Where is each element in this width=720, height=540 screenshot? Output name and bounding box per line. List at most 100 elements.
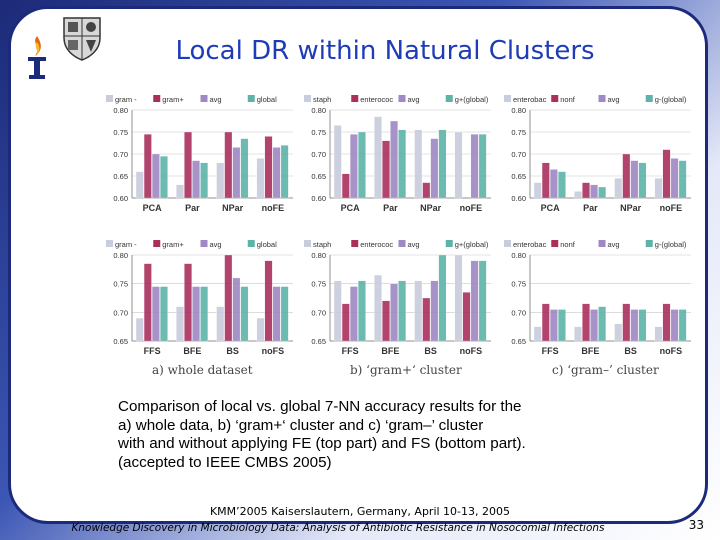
legend-label: enterobac (513, 240, 547, 249)
x-tick-label: noFE (460, 203, 483, 213)
slide-number: 33 (688, 518, 704, 532)
bar (558, 309, 566, 342)
legend-swatch (598, 240, 606, 247)
bar (438, 129, 447, 199)
bar (478, 134, 487, 199)
bar (462, 292, 471, 342)
chart-panel-c-top: enterobac nonf avg g-(global) 0.60 0.65 0.70 0.… (504, 95, 691, 213)
bar (374, 274, 382, 342)
x-tick-label: FFS (342, 346, 359, 356)
bar (264, 136, 273, 199)
legend-label: enterococ (360, 95, 393, 104)
legend-label: avg (408, 240, 420, 249)
coat-of-arms-icon (63, 17, 101, 61)
legend-swatch (200, 95, 208, 102)
y-tick-label: 0.70 (511, 150, 526, 159)
legend-swatch (200, 240, 208, 247)
legend-label: g-(global) (655, 95, 687, 104)
footer-conference: KMM’2005 Kaiserslautern, Germany, April … (209, 505, 511, 518)
description-line: a) whole data, b) ‘gram+‘ cluster and c)… (118, 416, 484, 434)
chart-legend: gram - gram+ avg global (106, 240, 277, 249)
bar-charts-grid: gram - gram+ avg global 0.60 0.65 0.70 0.75 0.80… (106, 95, 691, 356)
legend-label: nonf (560, 95, 576, 104)
bar (574, 191, 582, 199)
bar (398, 129, 407, 199)
y-tick-label: 0.80 (113, 106, 128, 115)
bar (256, 158, 265, 199)
legend-label: g+(global) (455, 240, 489, 249)
bar (622, 153, 631, 199)
bar (184, 131, 192, 199)
x-tick-label: Par (383, 203, 398, 213)
legend-label: staph (313, 95, 331, 104)
bar (216, 162, 225, 199)
bar (549, 169, 558, 199)
legend-swatch (153, 95, 161, 102)
bar (470, 260, 479, 342)
y-tick-label: 0.80 (511, 251, 526, 260)
bar (549, 309, 558, 342)
bar (638, 162, 647, 199)
x-tick-label: NPar (620, 203, 642, 213)
bar (135, 171, 144, 199)
y-tick-label: 0.65 (311, 172, 326, 181)
bar (630, 309, 639, 342)
caption-a: a) whole dataset (152, 363, 253, 377)
y-tick-label: 0.65 (113, 337, 128, 346)
bar (430, 138, 439, 199)
legend-label: global (257, 95, 277, 104)
footer-subtitle: Knowledge Discovery in Microbiology Data… (71, 522, 605, 534)
y-tick-label: 0.75 (511, 128, 526, 137)
bar (390, 120, 398, 199)
bar (232, 277, 241, 342)
y-tick-label: 0.65 (511, 337, 526, 346)
y-tick-label: 0.65 (113, 172, 128, 181)
bar (358, 280, 366, 342)
bar (662, 303, 671, 342)
bar (224, 131, 233, 199)
caption-c: c) ‘gram–’ cluster (552, 363, 659, 377)
bar (414, 129, 423, 199)
legend-swatch (504, 240, 511, 247)
bar (382, 140, 390, 199)
bar (630, 160, 639, 199)
y-tick-label: 0.70 (311, 308, 326, 317)
chart-legend: staph enterococ avg g+(global) (304, 240, 489, 249)
bar (160, 286, 168, 342)
x-tick-label: PCA (341, 203, 361, 213)
slide-description: Comparison of local vs. global 7-NN accu… (118, 398, 638, 472)
y-tick-label: 0.75 (311, 128, 326, 137)
y-tick-label: 0.60 (311, 194, 326, 203)
legend-swatch (153, 240, 161, 247)
bar (541, 162, 550, 199)
y-tick-label: 0.75 (311, 280, 326, 289)
bar (598, 306, 607, 342)
chart-panel-a-bottom: gram - gram+ avg global 0.65 0.70 0.75 0.80 FFS B… (106, 240, 293, 356)
legend-swatch (398, 240, 406, 247)
bar (341, 173, 350, 199)
x-tick-label: BFE (581, 346, 599, 356)
bar (533, 326, 542, 342)
y-tick-label: 0.75 (113, 280, 128, 289)
legend-label: avg (608, 95, 620, 104)
bar (614, 178, 623, 199)
bar (590, 184, 598, 199)
bar (192, 286, 200, 342)
description-line: (accepted to IEEE CMBS 2005) (118, 453, 332, 471)
legend-swatch (551, 240, 559, 247)
y-tick-label: 0.80 (113, 251, 128, 260)
chart-legend: staph enterococ avg g+(global) (304, 95, 489, 104)
legend-swatch (504, 95, 511, 102)
legend-swatch (304, 240, 311, 247)
bar (662, 149, 671, 199)
y-tick-label: 0.70 (511, 308, 526, 317)
y-tick-label: 0.60 (113, 194, 128, 203)
bar (349, 286, 358, 342)
bar (638, 309, 647, 342)
legend-label: gram - (115, 95, 137, 104)
y-tick-label: 0.75 (113, 128, 128, 137)
legend-swatch (645, 95, 653, 102)
bar (541, 303, 550, 342)
bar (454, 131, 463, 199)
x-tick-label: BFE (183, 346, 201, 356)
